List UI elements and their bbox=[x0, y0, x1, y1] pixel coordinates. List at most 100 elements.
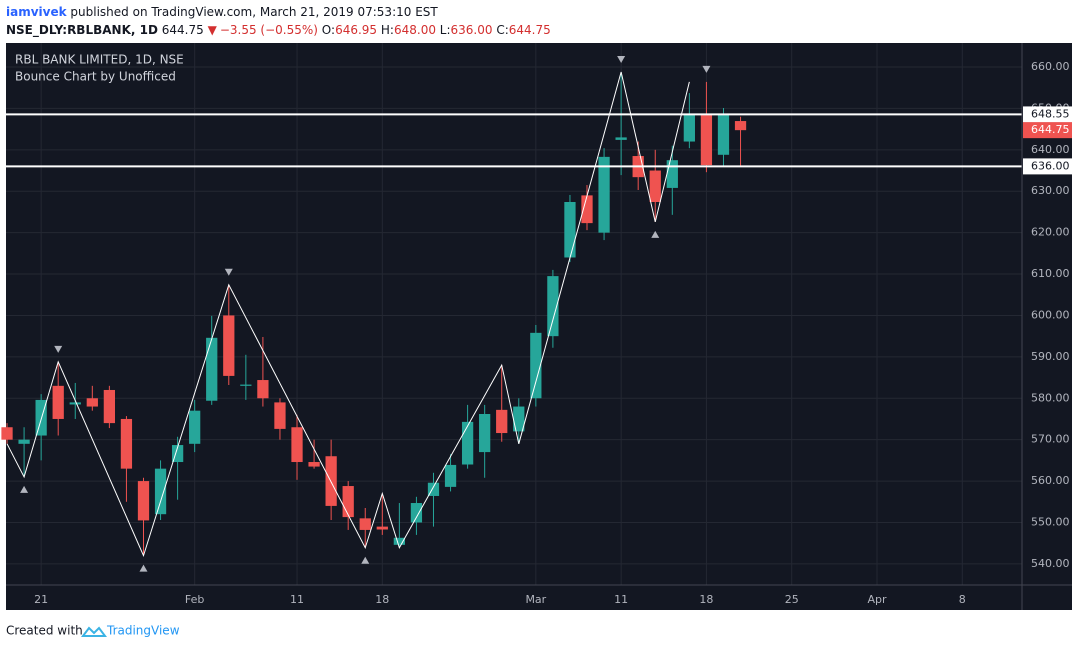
zigzag-line bbox=[6, 71, 690, 558]
x-tick-label: 18 bbox=[375, 593, 389, 606]
candle-body bbox=[683, 115, 695, 142]
candle-body bbox=[291, 427, 303, 463]
candle-body bbox=[444, 464, 457, 487]
legend-subtitle: Bounce Chart by Unofficed bbox=[15, 70, 176, 84]
candle-body bbox=[189, 410, 201, 444]
candle-body bbox=[206, 337, 218, 401]
y-tick-label: 630.00 bbox=[1031, 184, 1070, 197]
logo bbox=[81, 626, 107, 637]
x-tick-label: Mar bbox=[525, 593, 546, 606]
pivot-low-marker bbox=[361, 556, 370, 564]
published: published on TradingView.com, March 21, … bbox=[70, 5, 438, 19]
candle-body bbox=[257, 380, 269, 399]
candle-body bbox=[69, 402, 81, 405]
pivot-low-marker bbox=[651, 230, 660, 238]
y-tick-label: 580.00 bbox=[1031, 391, 1070, 404]
candle-body bbox=[581, 195, 593, 224]
change: −3.55 (−0.55%) bbox=[220, 23, 318, 37]
candle-body bbox=[479, 413, 491, 453]
x-tick-label: 11 bbox=[614, 593, 628, 606]
x-tick-label: Feb bbox=[185, 593, 204, 606]
o-value: 646.95 bbox=[335, 23, 377, 37]
x-tick-label: 8 bbox=[959, 593, 966, 606]
candle-body bbox=[308, 462, 320, 467]
pivot-high-marker bbox=[702, 65, 711, 73]
l-value: 636.00 bbox=[451, 23, 493, 37]
y-tick-label: 610.00 bbox=[1031, 267, 1070, 280]
y-tick-label: 570.00 bbox=[1031, 433, 1070, 446]
pivot-low-marker bbox=[139, 564, 148, 572]
symbol-line: NSE_DLY:RBLBANK, 1D 644.75 ▼ −3.55 (−0.55… bbox=[6, 23, 551, 38]
pivot-low-marker bbox=[20, 485, 29, 493]
y-tick-label: 590.00 bbox=[1031, 350, 1070, 363]
user[interactable]: iamvivek bbox=[6, 5, 68, 19]
candle-body bbox=[427, 482, 440, 496]
candle-body bbox=[734, 121, 747, 131]
h-value: 648.00 bbox=[394, 23, 436, 37]
candle-body bbox=[154, 468, 167, 515]
grid bbox=[6, 43, 1022, 585]
x-tick-label: 25 bbox=[785, 593, 799, 606]
y-tick-label: 550.00 bbox=[1031, 515, 1070, 528]
candle-body bbox=[649, 170, 661, 202]
candle-body bbox=[274, 402, 286, 429]
candle-body bbox=[547, 276, 559, 337]
price-label: 636.00 bbox=[1031, 159, 1070, 172]
o-label: O: bbox=[322, 23, 335, 37]
candle-body bbox=[223, 315, 235, 376]
candle-body bbox=[410, 503, 423, 523]
pivot-high-marker bbox=[617, 55, 626, 63]
candle-body bbox=[530, 332, 542, 399]
candle-body bbox=[513, 406, 525, 432]
candle-body bbox=[171, 445, 184, 463]
candle-body bbox=[564, 201, 576, 258]
candle-body bbox=[240, 384, 252, 386]
y-tick-label: 600.00 bbox=[1031, 308, 1070, 321]
last: 644.75 bbox=[162, 23, 204, 37]
candle-body bbox=[359, 518, 371, 530]
y-tick-label: 640.00 bbox=[1031, 143, 1070, 156]
axes: 540.00 550.00 560.00 570.00 580.00 590.00 600.… bbox=[34, 60, 1072, 606]
candle-body bbox=[496, 409, 508, 434]
candle-body bbox=[103, 389, 116, 424]
price-label-box bbox=[1023, 158, 1072, 175]
h-label: H: bbox=[381, 23, 394, 37]
plot bbox=[1, 55, 1022, 572]
price-label: 648.55 bbox=[1031, 107, 1070, 120]
brand[interactable]: TradingView bbox=[106, 624, 180, 638]
x-tick-label: 18 bbox=[699, 593, 713, 606]
price-label-box bbox=[1023, 106, 1072, 123]
y-tick-label: 620.00 bbox=[1031, 226, 1070, 239]
l-label: L: bbox=[440, 23, 451, 37]
candle-body bbox=[393, 537, 405, 545]
c-label: C: bbox=[496, 23, 508, 37]
chart-background bbox=[6, 43, 1072, 610]
x-tick-label: 21 bbox=[34, 593, 48, 606]
candle-body bbox=[342, 486, 354, 518]
symbol: NSE_DLY:RBLBANK, 1D bbox=[6, 23, 158, 38]
created-with: Created with bbox=[6, 624, 83, 638]
pivot-high-marker bbox=[54, 345, 63, 353]
y-tick-label: 560.00 bbox=[1031, 474, 1070, 487]
candle-body bbox=[717, 115, 730, 155]
x-tick-label: Apr bbox=[867, 593, 887, 606]
y-tick-label: 660.00 bbox=[1031, 60, 1070, 73]
last-price-box bbox=[1023, 122, 1072, 139]
candle-body bbox=[18, 439, 30, 444]
candle-body bbox=[615, 137, 627, 140]
legend-title: RBL BANK LIMITED, 1D, NSE bbox=[15, 53, 184, 67]
candle-body bbox=[120, 418, 133, 469]
candle-body bbox=[700, 115, 713, 166]
candle-body bbox=[376, 526, 388, 530]
candle-body bbox=[137, 481, 150, 521]
candle-body bbox=[86, 398, 98, 407]
candle-body bbox=[598, 156, 610, 233]
candle-body bbox=[52, 385, 64, 419]
x-tick-label: 11 bbox=[290, 593, 304, 606]
c-value: 644.75 bbox=[509, 23, 551, 37]
candle-body bbox=[1, 427, 13, 440]
candle-body bbox=[666, 160, 678, 188]
last-price-label: 644.75 bbox=[1031, 123, 1070, 136]
candle-body bbox=[461, 421, 474, 465]
